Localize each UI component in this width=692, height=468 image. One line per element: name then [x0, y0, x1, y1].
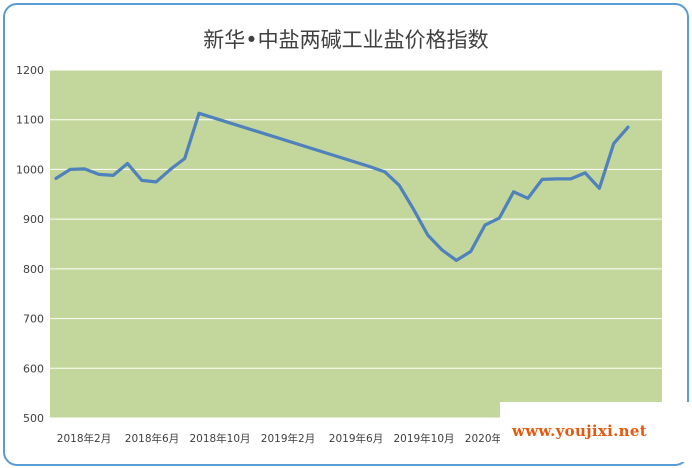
y-tick-label: 900 [23, 213, 44, 226]
x-tick-label: 2018年2月 [57, 432, 111, 445]
x-tick-label: 2018年10月 [189, 432, 250, 445]
watermark-text: www.youjixi.net [512, 422, 647, 440]
x-tick-label: 2019年2月 [261, 432, 315, 445]
y-tick-label: 800 [23, 263, 44, 276]
series-line [54, 111, 630, 262]
x-tick-label: 2019年6月 [329, 432, 383, 445]
watermark: www.youjixi.net [500, 402, 692, 462]
y-tick-label: 1000 [16, 163, 44, 176]
y-tick-label: 1100 [16, 114, 44, 127]
gridlines [50, 69, 662, 419]
chart-title: 新华•中盐两碱工业盐价格指数 [203, 28, 488, 52]
y-axis: 1200 1100 1000 900 800 700 600 500 [16, 64, 44, 425]
y-tick-label: 500 [23, 412, 44, 425]
y-tick-label: 700 [23, 313, 44, 326]
y-tick-label: 1200 [16, 64, 44, 77]
x-tick-label: 2019年10月 [393, 432, 454, 445]
plot-area [50, 70, 662, 418]
y-tick-label: 600 [23, 362, 44, 375]
x-tick-label: 2018年6月 [125, 432, 179, 445]
